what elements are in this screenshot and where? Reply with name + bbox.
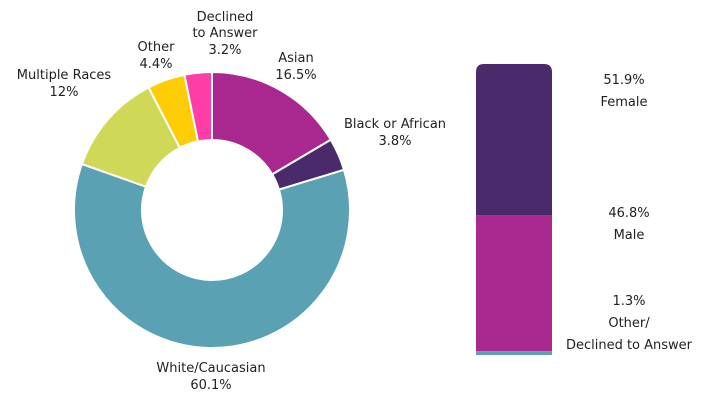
donut-value-asian: 16.5% bbox=[275, 68, 316, 83]
bar-label-other-declined-to-answer: 1.3% Other/Declined to Answer bbox=[566, 294, 693, 353]
bar-segment-female bbox=[476, 64, 552, 216]
donut-slice-white-caucasian bbox=[73, 162, 351, 349]
donut-label-white-caucasian: White/Caucasian 60.1% bbox=[156, 361, 265, 393]
donut-value-other: 4.4% bbox=[139, 57, 172, 72]
bar-label-female: 51.9% Female bbox=[600, 73, 647, 110]
race-donut-labels: Asian 16.5% Black or African 3.8% White/Cauc… bbox=[17, 10, 446, 393]
donut-label-declined-to-answer: Declined to Answer 3.2% bbox=[192, 10, 258, 58]
gender-stacked-bar bbox=[476, 64, 552, 355]
race-donut-chart bbox=[73, 70, 351, 349]
donut-value-declined-to-answer: 3.2% bbox=[208, 43, 241, 58]
bar-segment-other-declined-to-answer bbox=[476, 351, 552, 355]
gender-bar-labels: 51.9% Female 46.8% Male 1.3% Other/Declined t… bbox=[566, 73, 693, 353]
donut-label-multiple-races: Multiple Races 12% bbox=[17, 68, 112, 100]
bar-value-other-declined-to-answer: 1.3% bbox=[612, 294, 645, 309]
donut-slice-declined-to-answer bbox=[183, 70, 213, 143]
donut-label-asian: Asian 16.5% bbox=[275, 51, 316, 83]
bar-value-female: 51.9% bbox=[603, 73, 644, 88]
donut-value-white-caucasian: 60.1% bbox=[190, 378, 231, 393]
donut-label-black-or-african: Black or African 3.8% bbox=[344, 117, 446, 149]
bar-segment-male bbox=[476, 215, 552, 352]
donut-value-black-or-african: 3.8% bbox=[378, 134, 411, 149]
donut-value-multiple-races: 12% bbox=[50, 85, 79, 100]
bar-label-male: 46.8% Male bbox=[608, 206, 649, 243]
donut-label-other: Other 4.4% bbox=[138, 40, 176, 72]
bar-value-male: 46.8% bbox=[608, 206, 649, 221]
